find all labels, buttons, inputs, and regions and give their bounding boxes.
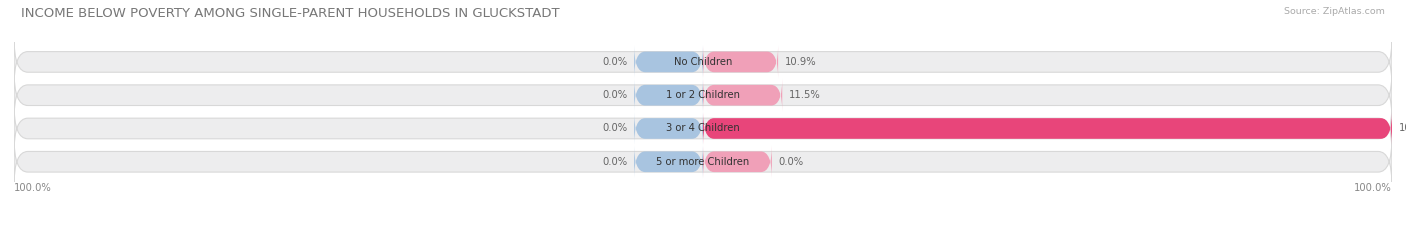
Text: INCOME BELOW POVERTY AMONG SINGLE-PARENT HOUSEHOLDS IN GLUCKSTADT: INCOME BELOW POVERTY AMONG SINGLE-PARENT…: [21, 7, 560, 20]
FancyBboxPatch shape: [703, 112, 1392, 145]
Text: Source: ZipAtlas.com: Source: ZipAtlas.com: [1284, 7, 1385, 16]
FancyBboxPatch shape: [703, 46, 778, 78]
FancyBboxPatch shape: [14, 72, 1392, 118]
Text: 5 or more Children: 5 or more Children: [657, 157, 749, 167]
Text: 3 or 4 Children: 3 or 4 Children: [666, 123, 740, 134]
Text: 100.0%: 100.0%: [1399, 123, 1406, 134]
Text: 0.0%: 0.0%: [779, 157, 804, 167]
FancyBboxPatch shape: [634, 145, 703, 178]
FancyBboxPatch shape: [703, 79, 782, 112]
FancyBboxPatch shape: [14, 139, 1392, 185]
Text: 0.0%: 0.0%: [602, 90, 627, 100]
Text: 0.0%: 0.0%: [602, 123, 627, 134]
Text: 1 or 2 Children: 1 or 2 Children: [666, 90, 740, 100]
FancyBboxPatch shape: [634, 112, 703, 145]
Text: 100.0%: 100.0%: [1354, 183, 1392, 193]
Text: No Children: No Children: [673, 57, 733, 67]
FancyBboxPatch shape: [703, 145, 772, 178]
Text: 100.0%: 100.0%: [14, 183, 52, 193]
Text: 11.5%: 11.5%: [789, 90, 821, 100]
Text: 10.9%: 10.9%: [785, 57, 817, 67]
FancyBboxPatch shape: [14, 39, 1392, 85]
FancyBboxPatch shape: [634, 46, 703, 78]
Text: 0.0%: 0.0%: [602, 157, 627, 167]
Text: 0.0%: 0.0%: [602, 57, 627, 67]
FancyBboxPatch shape: [14, 106, 1392, 151]
FancyBboxPatch shape: [634, 79, 703, 112]
